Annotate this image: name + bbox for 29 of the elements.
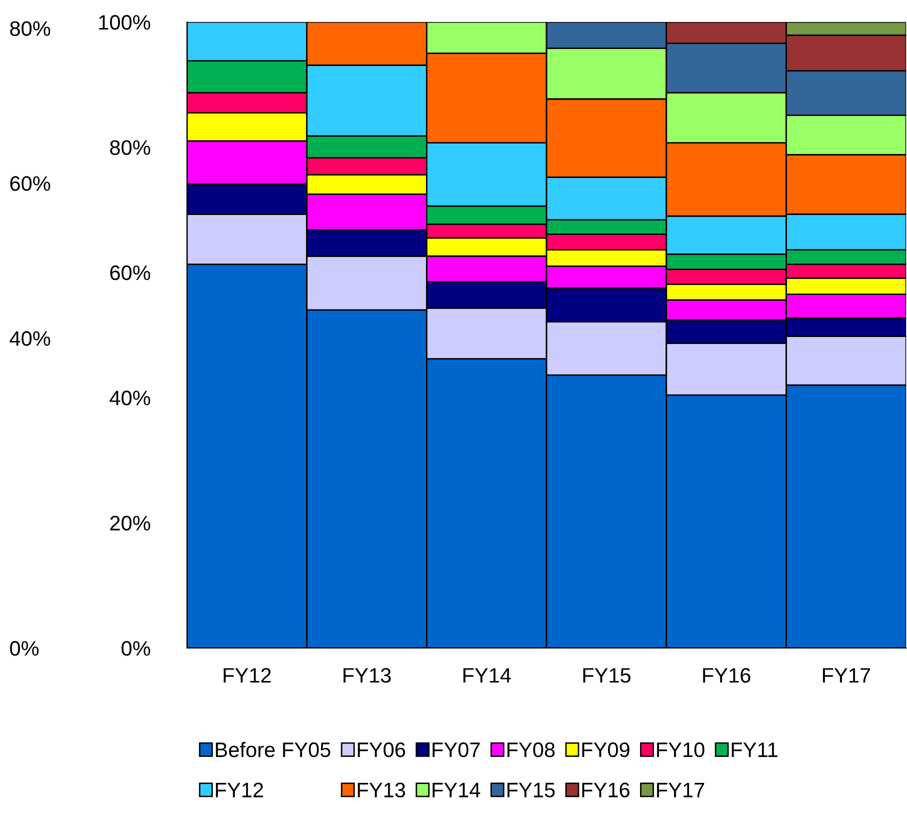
y-tick-label: 60% bbox=[110, 265, 150, 280]
legend-label: FY14 bbox=[432, 782, 480, 798]
y2-tick-label: 80% bbox=[10, 21, 50, 36]
y-tick-label: 40% bbox=[110, 390, 150, 406]
x-tick-label: FY17 bbox=[822, 668, 870, 683]
y2-tick-label: 40% bbox=[10, 331, 50, 346]
y2-tick-label: 0% bbox=[10, 641, 39, 656]
x-tick-label: FY14 bbox=[463, 668, 511, 683]
x-tick-label: FY16 bbox=[703, 668, 750, 683]
legend-label: FY06 bbox=[358, 742, 406, 758]
y-tick-label: 0% bbox=[122, 641, 150, 656]
y-tick-label: 100% bbox=[99, 15, 150, 30]
x-tick-label: FY12 bbox=[224, 668, 271, 683]
legend-label: FY11 bbox=[732, 742, 778, 757]
x-tick-label: FY15 bbox=[583, 668, 630, 683]
x-tick-label: FY13 bbox=[344, 668, 391, 683]
legend-label: FY13 bbox=[358, 782, 406, 798]
legend-label: FY16 bbox=[582, 782, 630, 798]
legend-label: FY07 bbox=[432, 742, 480, 758]
y-tick-label: 80% bbox=[110, 140, 150, 155]
legend-label: FY15 bbox=[507, 782, 555, 798]
legend-label: FY10 bbox=[657, 742, 704, 758]
y2-tick-label: 60% bbox=[10, 176, 50, 191]
legend-label: FY09 bbox=[582, 742, 630, 758]
legend-label: FY12 bbox=[216, 782, 263, 798]
legend-label: Before FY05 bbox=[216, 742, 330, 758]
legend-label: FY17 bbox=[657, 782, 704, 798]
legend-label: FY08 bbox=[507, 742, 555, 758]
y-tick-label: 20% bbox=[110, 516, 150, 531]
